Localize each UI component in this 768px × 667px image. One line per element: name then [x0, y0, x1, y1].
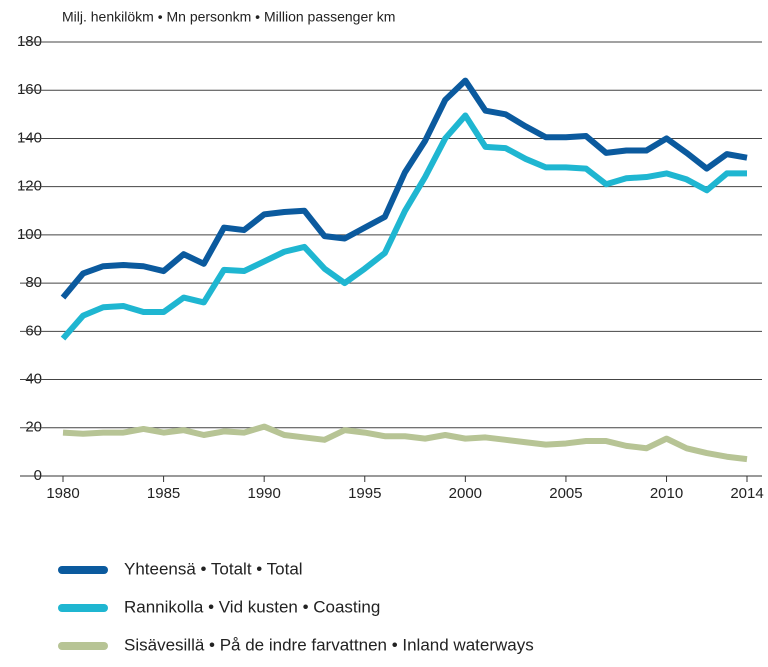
- y-tick-label: 0: [34, 467, 42, 484]
- legend-label: Rannikolla • Vid kusten • Coasting: [124, 597, 380, 616]
- x-tick-label: 1995: [348, 485, 381, 502]
- y-tick-label: 140: [17, 129, 42, 146]
- line: [62, 423, 748, 463]
- unit-label: Milj. henkilökm • Mn personkm • Million …: [62, 9, 395, 25]
- x-tick-label: 1980: [46, 485, 79, 502]
- line: [60, 77, 748, 300]
- x-tick-label: 2010: [650, 485, 683, 502]
- legend-label: Yhteensä • Totalt • Total: [124, 559, 303, 578]
- x-tick-label: 1985: [147, 485, 180, 502]
- y-tick-label: 180: [17, 33, 42, 50]
- y-tick-label: 100: [17, 226, 42, 243]
- legend-label: Sisävesillä • På de indre farvattnen • I…: [124, 635, 534, 654]
- x-tick-label: 2000: [449, 485, 482, 502]
- y-tick-label: 80: [25, 274, 42, 291]
- line: [60, 112, 747, 341]
- x-tick-label: 2005: [549, 485, 582, 502]
- x-tick-label: 2014: [730, 485, 763, 502]
- y-tick-label: 160: [17, 81, 42, 98]
- y-tick-label: 120: [17, 178, 42, 195]
- x-tick-label: 1990: [247, 485, 280, 502]
- y-tick-label: 60: [25, 322, 42, 339]
- y-tick-label: 40: [25, 371, 42, 388]
- y-tick-label: 20: [25, 419, 42, 436]
